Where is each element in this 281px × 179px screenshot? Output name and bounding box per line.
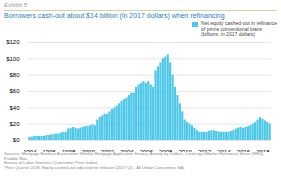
html-text:Sources: Mortgage Bankers Asso: Sources: Mortgage Bankers Association We… — [4, 150, 265, 171]
svg-text:$20: $20 — [9, 121, 20, 127]
svg-text:$40: $40 — [9, 105, 20, 111]
svg-text:$0: $0 — [13, 137, 20, 143]
svg-text:$120: $120 — [6, 39, 20, 45]
html-text:Exhibit 5: Exhibit 5 — [4, 2, 27, 8]
svg-text:$60: $60 — [9, 88, 20, 94]
html-text:Net equity cashed-out in refin: Net equity cashed-out in refinance of pr… — [201, 20, 277, 38]
html-text:Borrowers cash-out about $14 b: Borrowers cash-out about $14 billion (in… — [4, 12, 225, 19]
svg-text:$80: $80 — [9, 72, 20, 78]
svg-text:$100: $100 — [6, 56, 20, 62]
